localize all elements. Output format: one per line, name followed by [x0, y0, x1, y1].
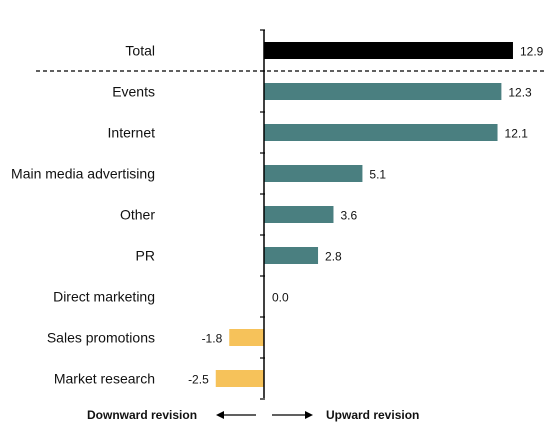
bar-internet [264, 124, 498, 141]
bar-events [264, 83, 502, 100]
value-label-direct-marketing: 0.0 [272, 291, 289, 305]
category-label-sales-promotions: Sales promotions [47, 330, 155, 346]
category-label-events: Events [112, 84, 155, 100]
value-label-internet: 12.1 [505, 127, 529, 141]
value-label-total: 12.9 [520, 45, 544, 59]
value-label-other: 3.6 [340, 209, 357, 223]
bar-sales-promotions [229, 329, 264, 346]
right-arrow-head [305, 411, 313, 419]
category-label-other: Other [120, 207, 155, 223]
value-labels-group: 12.9 12.3 12.1 5.1 3.6 2.8 0.0 -1.8 -2.5 [188, 45, 544, 387]
category-label-market-research: Market research [54, 371, 155, 387]
bar-main-media-advertising [264, 165, 363, 182]
bar-pr [264, 247, 319, 264]
bars-group [215, 42, 513, 387]
left-arrow-head [216, 411, 224, 419]
category-label-direct-marketing: Direct marketing [53, 289, 155, 305]
value-label-pr: 2.8 [325, 250, 342, 264]
category-label-internet: Internet [108, 125, 156, 141]
value-label-events: 12.3 [508, 86, 532, 100]
value-label-main-media-advertising: 5.1 [369, 168, 386, 182]
revision-footer: Downward revision Upward revision [87, 408, 419, 422]
downward-revision-label: Downward revision [87, 408, 197, 422]
category-label-pr: PR [136, 248, 155, 264]
bar-market-research [215, 370, 264, 387]
bar-other [264, 206, 334, 223]
value-label-sales-promotions: -1.8 [202, 332, 223, 346]
category-label-total: Total [125, 43, 155, 59]
category-labels-group: Total Events Internet Main media advertisin… [11, 43, 155, 387]
value-label-market-research: -2.5 [188, 373, 209, 387]
category-label-main-media-advertising: Main media advertising [11, 166, 155, 182]
upward-revision-label: Upward revision [326, 408, 419, 422]
bar-total [264, 42, 513, 59]
